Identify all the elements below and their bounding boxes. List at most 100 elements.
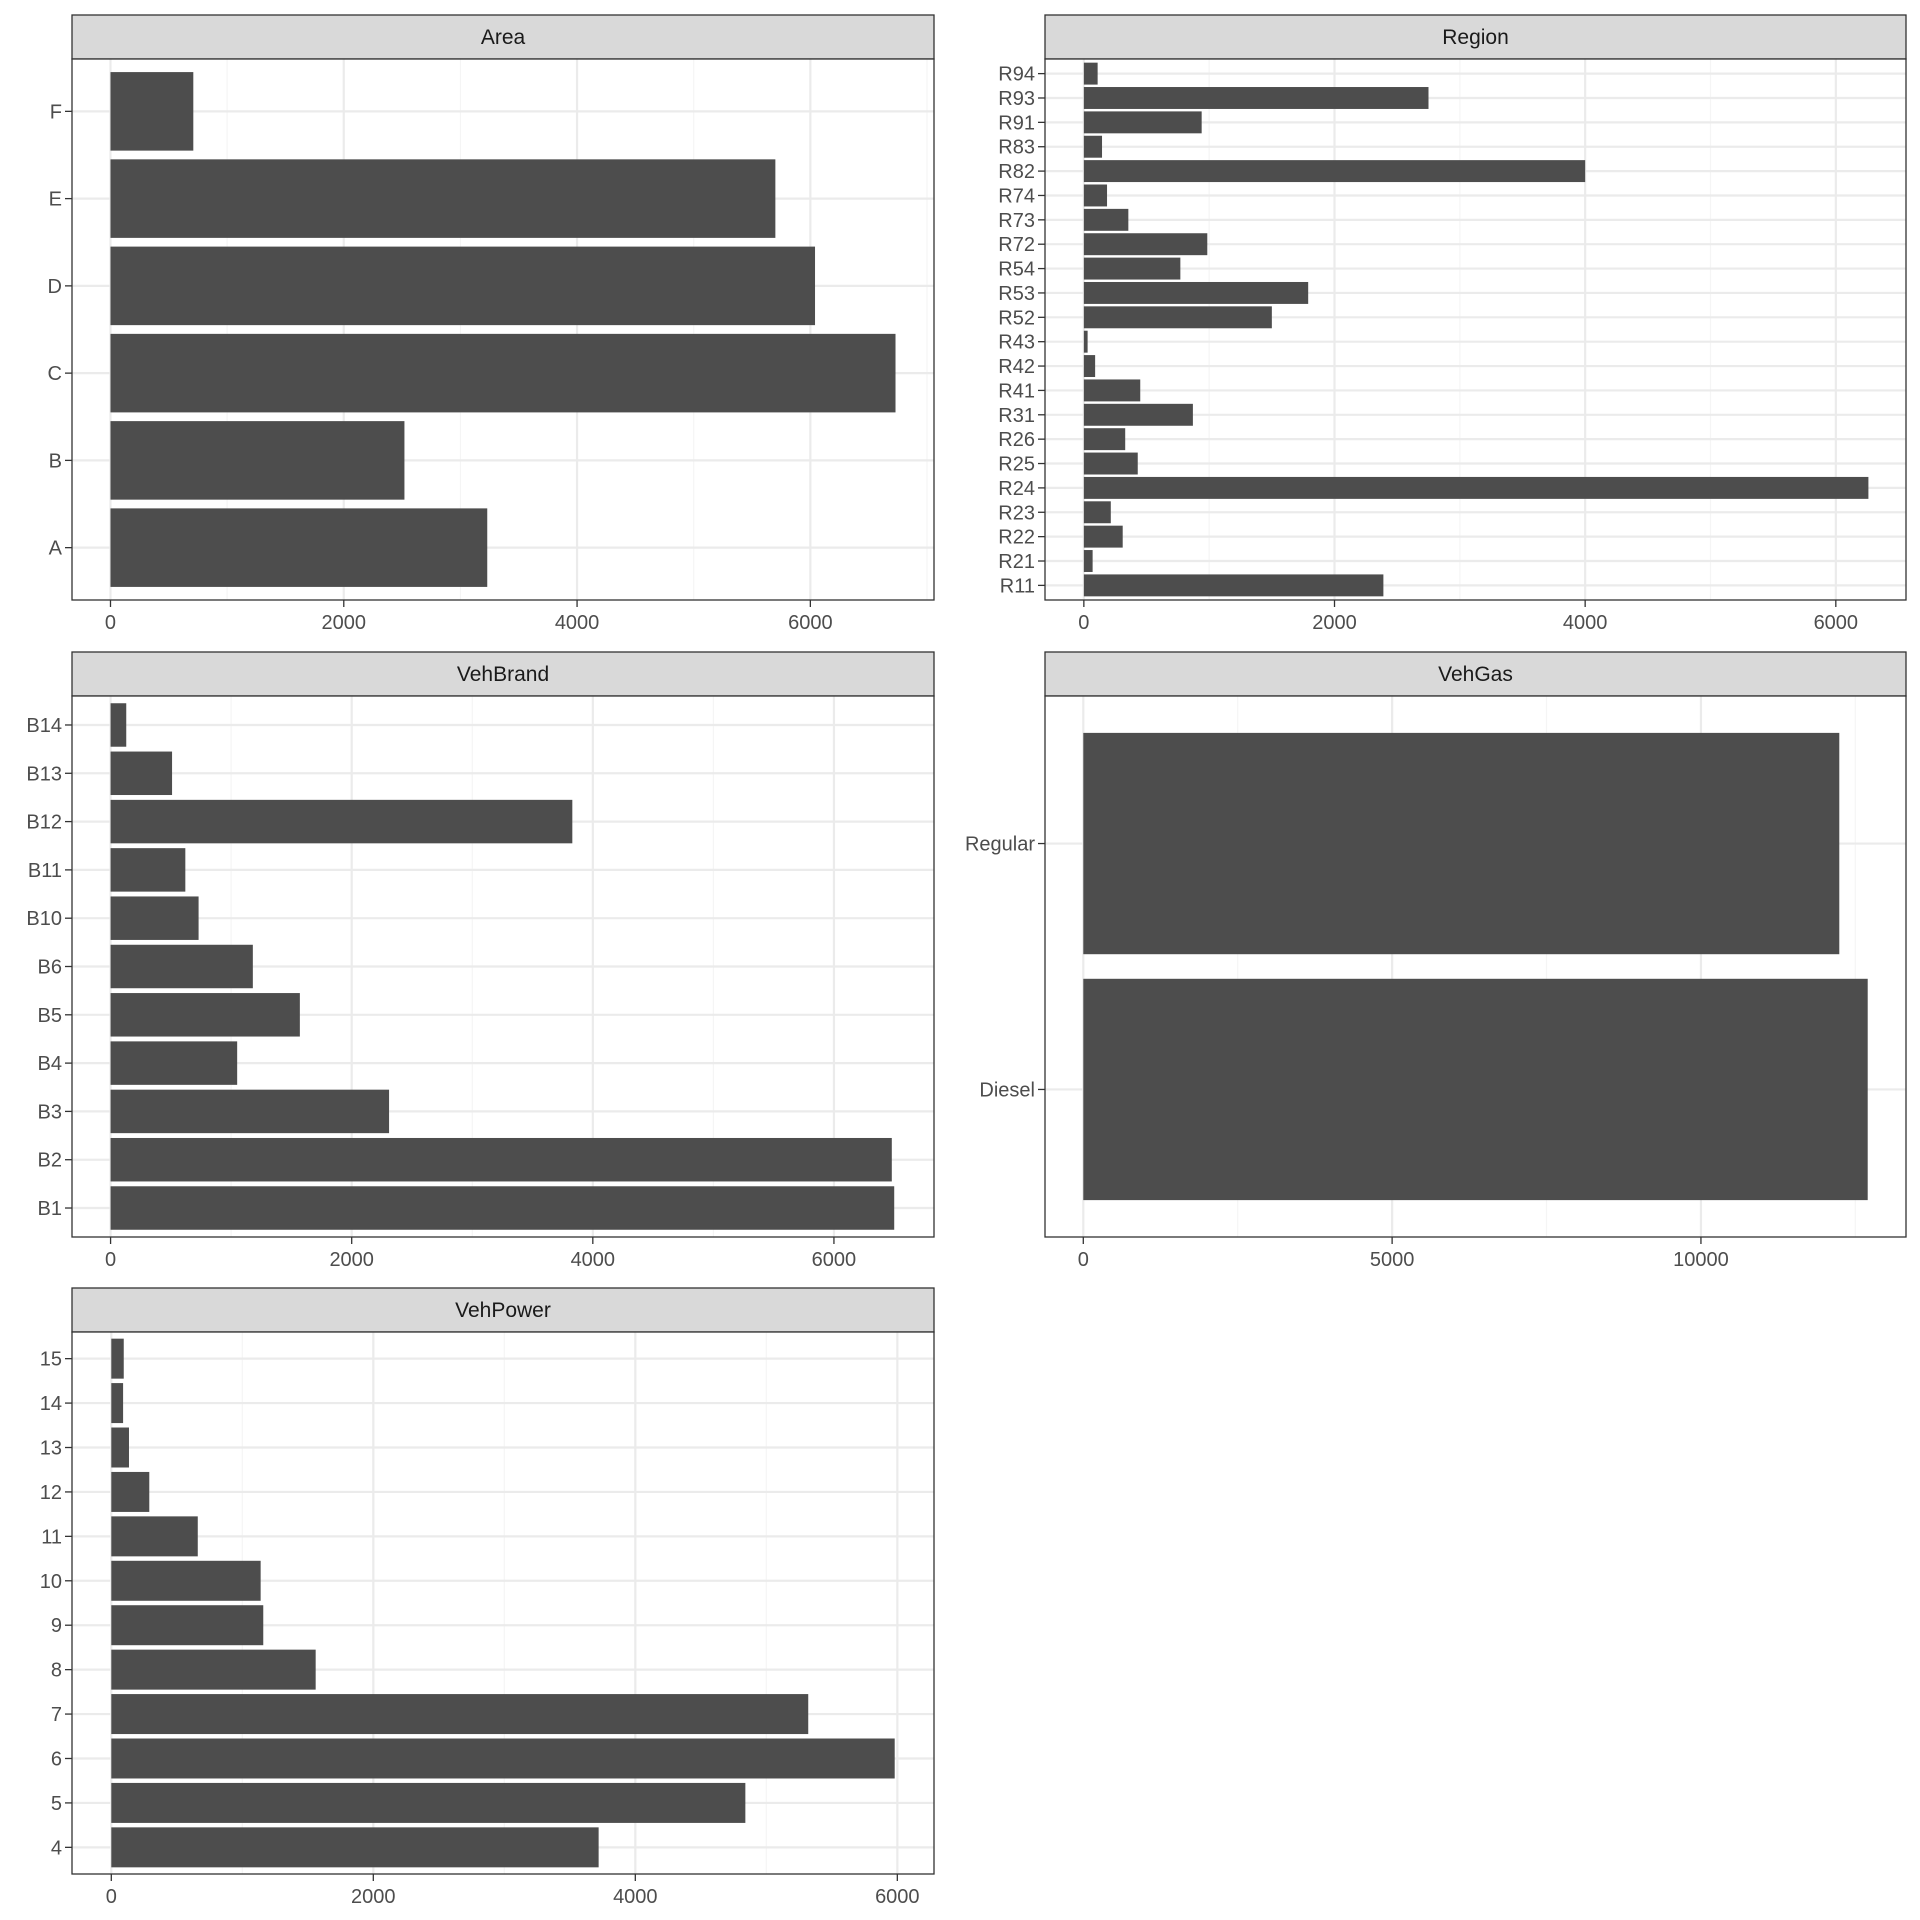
bar-vehbrand-b13	[110, 751, 173, 796]
bar-area-d	[110, 246, 816, 326]
y-tick-label: R53	[998, 283, 1035, 305]
panel-border	[71, 58, 935, 601]
x-tick-label: 6000	[875, 1886, 920, 1908]
y-tick-label: R54	[998, 259, 1035, 281]
x-tick-label: 10000	[1673, 1249, 1729, 1271]
facet-vehbrand: VehBrand B1 B2 B3 B4 B5 B6 B10 B11 B12 B13 B14 0 2000…	[26, 651, 935, 1271]
y-tick-label: 5	[51, 1793, 62, 1815]
bar-region-r23	[1083, 501, 1111, 524]
y-tick-label: B14	[26, 715, 62, 737]
x-tick-label: 0	[106, 1886, 117, 1908]
bar-region-r11	[1083, 574, 1384, 597]
y-tick-label: B4	[38, 1053, 62, 1075]
y-tick-label: 13	[40, 1438, 62, 1460]
bar-vehgas-regular	[1083, 732, 1840, 955]
bar-area-e	[110, 159, 776, 238]
y-tick-label: R73	[998, 210, 1035, 232]
y-tick-label: A	[49, 538, 63, 560]
bar-region-r94	[1083, 62, 1098, 85]
bar-vehpower-7	[111, 1694, 809, 1735]
x-tick-label: 2000	[322, 612, 367, 634]
x-tick-label: 0	[1078, 612, 1089, 634]
bar-vehpower-10	[111, 1560, 261, 1601]
y-tick-label: R42	[998, 356, 1035, 378]
x-tick-label: 6000	[1814, 612, 1859, 634]
y-tick-label: 15	[40, 1349, 62, 1371]
y-tick-label: 8	[51, 1660, 62, 1682]
bar-region-r91	[1083, 111, 1202, 134]
bar-region-r24	[1083, 476, 1869, 499]
facet-strip	[1044, 651, 1907, 697]
facet-strip-label: Region	[1442, 26, 1509, 49]
bar-area-b	[110, 421, 405, 500]
bar-vehbrand-b14	[110, 703, 127, 747]
facet-vehgas: VehGas Diesel Regular 0 5000 10000	[965, 651, 1907, 1271]
bar-region-r21	[1083, 550, 1093, 572]
bar-vehpower-6	[111, 1738, 895, 1779]
x-tick-label: 2000	[329, 1249, 374, 1271]
bar-vehbrand-b1	[110, 1186, 895, 1230]
bar-region-r74	[1083, 184, 1108, 207]
facet-strip-label: VehPower	[455, 1299, 551, 1322]
facet-strip	[1044, 14, 1907, 60]
x-tick-label: 0	[105, 1249, 116, 1271]
x-tick-label: 5000	[1370, 1249, 1415, 1271]
bar-vehbrand-b4	[110, 1041, 238, 1085]
y-tick-label: B10	[26, 908, 62, 930]
x-tick-label: 6000	[788, 612, 833, 634]
y-tick-label: R41	[998, 380, 1035, 402]
bar-vehpower-13	[111, 1427, 129, 1468]
y-tick-label: R74	[998, 185, 1035, 207]
bar-vehbrand-b3	[110, 1089, 390, 1134]
bar-vehpower-8	[111, 1649, 316, 1690]
y-tick-label: B6	[38, 957, 62, 979]
y-tick-label: R93	[998, 88, 1035, 110]
y-tick-label: R52	[998, 307, 1035, 329]
y-tick-label: R26	[998, 429, 1035, 451]
bar-vehpower-12	[111, 1471, 150, 1512]
y-tick-label: 7	[51, 1704, 62, 1726]
bar-area-c	[110, 333, 896, 413]
bar-region-r42	[1083, 355, 1096, 378]
y-tick-label: R94	[998, 64, 1035, 86]
facet-strip-label: VehBrand	[457, 663, 549, 686]
y-tick-label: D	[48, 276, 62, 298]
bar-vehbrand-b6	[110, 944, 253, 989]
y-tick-label: R72	[998, 234, 1035, 256]
bar-vehpower-5	[111, 1782, 746, 1823]
panel-border	[1044, 695, 1907, 1238]
facet-vehpower: VehPower 4 5 6 7 8 9 10 11 12 13 14 15 0 2000 4000 6000	[40, 1287, 935, 1908]
y-tick-label: R22	[998, 527, 1035, 549]
y-tick-label: R24	[998, 478, 1035, 500]
bar-vehbrand-b2	[110, 1137, 892, 1182]
facet-strip-label: VehGas	[1438, 663, 1513, 686]
bar-vehpower-4	[111, 1827, 599, 1868]
y-tick-label: 14	[40, 1393, 62, 1415]
bar-area-f	[110, 72, 194, 151]
y-tick-label: F	[50, 101, 62, 123]
y-tick-label: 4	[51, 1837, 62, 1859]
facet-area: Area A B C D E F 0 2000 4000 6000	[48, 14, 935, 634]
panel-border	[71, 1331, 935, 1875]
x-tick-label: 4000	[571, 1249, 616, 1271]
y-tick-label: R21	[998, 551, 1035, 573]
bar-vehpower-9	[111, 1605, 264, 1646]
bar-region-r83	[1083, 135, 1103, 158]
x-tick-label: 0	[105, 612, 116, 634]
y-tick-label: B1	[38, 1198, 62, 1220]
x-tick-label: 6000	[812, 1249, 857, 1271]
y-tick-label: R82	[998, 161, 1035, 183]
x-tick-label: 4000	[613, 1886, 658, 1908]
bar-region-r43	[1083, 330, 1088, 353]
panel-background	[1045, 59, 1906, 600]
bar-region-r26	[1083, 428, 1126, 451]
y-tick-label: B5	[38, 1005, 62, 1027]
bar-vehbrand-b10	[110, 896, 199, 940]
bar-region-r73	[1083, 208, 1129, 231]
bar-vehpower-11	[111, 1516, 198, 1557]
y-tick-label: B3	[38, 1101, 62, 1123]
facet-strip	[71, 651, 935, 697]
y-tick-label: R11	[1000, 575, 1035, 597]
